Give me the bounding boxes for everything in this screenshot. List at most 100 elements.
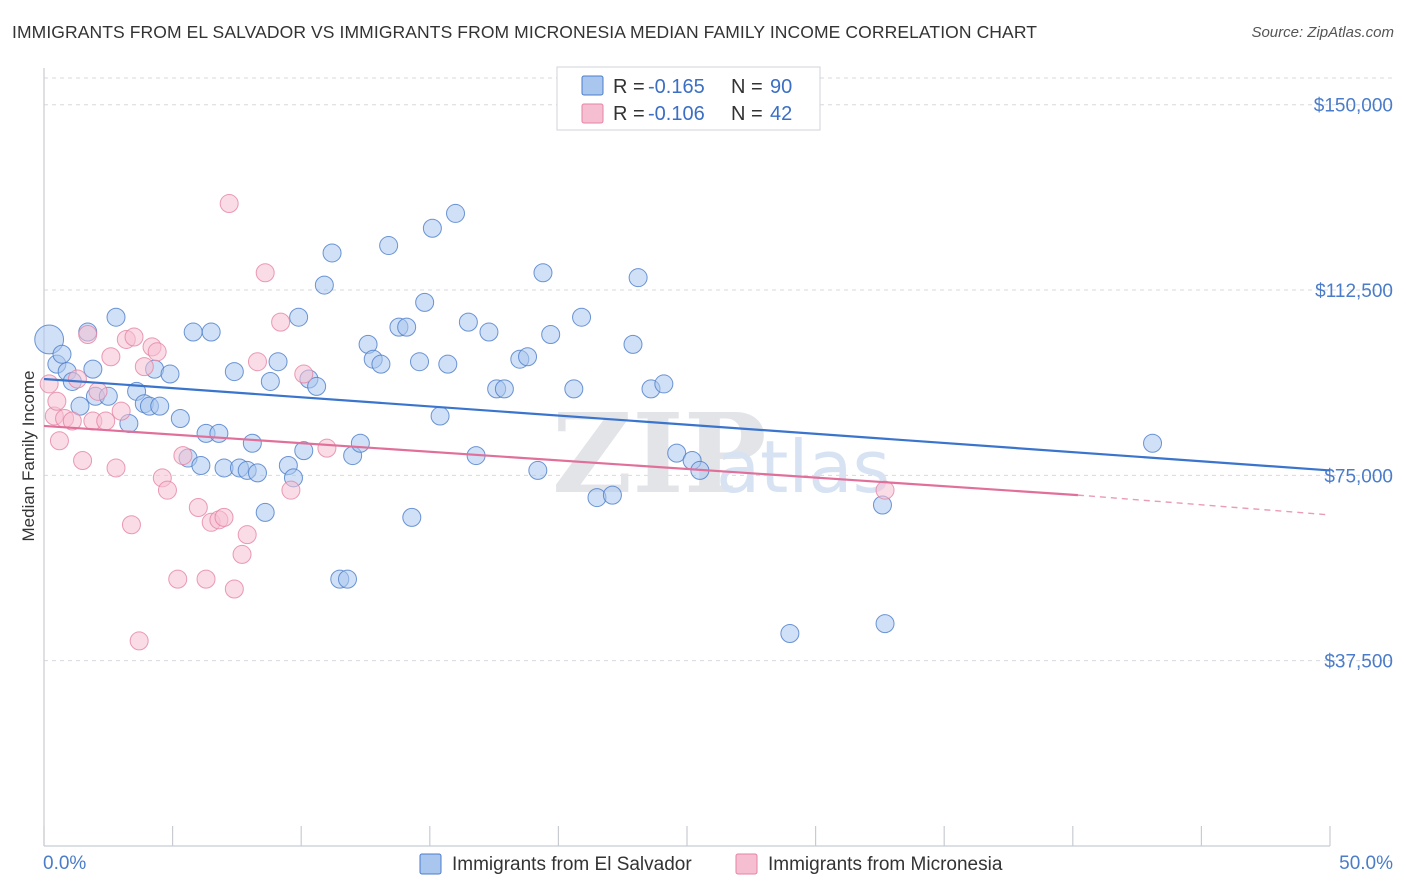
point-el-salvador: [160, 364, 180, 384]
point-el-salvador: [446, 203, 466, 223]
y-tick-label: $112,500: [1315, 281, 1393, 302]
source-credit: Source: ZipAtlas.com: [1251, 24, 1394, 41]
stats-legend-n-label-2: N =: [731, 103, 763, 125]
y-tick-label: $150,000: [1314, 96, 1393, 117]
point-micronesia: [147, 342, 167, 362]
point-micronesia: [47, 391, 67, 411]
point-el-salvador: [260, 371, 280, 391]
point-el-salvador: [307, 376, 327, 396]
point-el-salvador: [289, 307, 309, 327]
stats-legend-r-label: R =: [613, 76, 645, 98]
series-legend-label-micronesia: Immigrants from Micronesia: [768, 854, 1003, 875]
point-micronesia: [224, 579, 244, 599]
series-legend-swatch-el-salvador: [419, 853, 442, 875]
point-el-salvador: [410, 352, 430, 372]
series-micronesia-points: [39, 194, 895, 651]
point-el-salvador: [654, 374, 674, 394]
point-micronesia: [237, 525, 257, 545]
x-tick-label-max: 50.0%: [1339, 853, 1393, 874]
gridlines: [44, 77, 1393, 662]
point-el-salvador: [242, 433, 262, 453]
point-el-salvador: [52, 344, 72, 364]
x-tick-label-min: 0.0%: [43, 853, 86, 874]
point-micronesia: [196, 569, 216, 589]
y-tick-label: $75,000: [1324, 466, 1393, 487]
point-micronesia: [255, 263, 275, 283]
point-micronesia: [67, 369, 87, 389]
stats-legend-r-value-el-salvador: -0.165: [648, 76, 705, 98]
point-micronesia: [271, 312, 291, 332]
trend-line-micronesia: [43, 424, 1079, 497]
point-el-salvador: [150, 396, 170, 416]
y-tick-labels: $37,500 $75,000 $112,500 $150,000: [1314, 96, 1393, 673]
point-micronesia: [317, 438, 337, 458]
point-el-salvador: [224, 362, 244, 382]
point-el-salvador: [623, 334, 643, 354]
point-micronesia: [73, 451, 93, 471]
point-el-salvador: [322, 243, 342, 263]
point-micronesia: [124, 327, 144, 347]
point-el-salvador: [268, 352, 288, 372]
point-el-salvador: [875, 614, 895, 634]
trend-line-el-salvador: [43, 377, 1331, 472]
point-el-salvador: [533, 263, 553, 283]
trend-lines: [43, 377, 1331, 516]
point-el-salvador: [350, 433, 370, 453]
point-el-salvador: [397, 317, 417, 337]
watermark-atlas: atlas: [716, 425, 890, 509]
point-el-salvador: [458, 312, 478, 332]
point-micronesia: [247, 352, 267, 372]
stats-legend-swatch-el-salvador: [581, 75, 604, 96]
point-el-salvador: [314, 275, 334, 295]
chart-title: IMMIGRANTS FROM EL SALVADOR VS IMMIGRANT…: [12, 22, 1038, 42]
point-el-salvador: [780, 623, 800, 643]
point-el-salvador: [83, 359, 103, 379]
stats-legend: R = -0.165 N = 90 R = -0.106 N = 42: [556, 66, 821, 131]
point-el-salvador: [70, 396, 90, 416]
point-micronesia: [121, 515, 141, 535]
point-micronesia: [129, 631, 149, 651]
point-el-salvador: [438, 354, 458, 374]
point-el-salvador: [294, 441, 314, 461]
point-el-salvador: [422, 218, 442, 238]
point-el-salvador: [170, 409, 190, 429]
point-el-salvador: [528, 460, 548, 480]
watermark: ZIP atlas: [552, 389, 890, 518]
point-el-salvador: [541, 325, 561, 345]
point-micronesia: [106, 458, 126, 478]
point-el-salvador: [564, 379, 584, 399]
stats-legend-r-value-micronesia: -0.106: [648, 103, 705, 125]
point-micronesia: [188, 497, 208, 517]
point-el-salvador: [247, 463, 267, 483]
point-micronesia: [78, 325, 98, 345]
point-el-salvador: [628, 268, 648, 288]
y-axis-label: Median Family Income: [19, 370, 38, 541]
stats-legend-r-label-2: R =: [613, 103, 645, 125]
point-micronesia: [111, 401, 131, 421]
stats-legend-n-label: N =: [731, 76, 763, 98]
y-tick-label: $37,500: [1324, 652, 1393, 673]
point-el-salvador: [518, 347, 538, 367]
point-micronesia: [281, 480, 301, 500]
series-legend-swatch-micronesia: [735, 853, 758, 875]
point-micronesia: [168, 569, 188, 589]
point-el-salvador: [183, 322, 203, 342]
point-micronesia: [294, 364, 314, 384]
point-el-salvador: [494, 379, 514, 399]
point-micronesia: [173, 446, 193, 466]
point-micronesia: [96, 411, 116, 431]
point-el-salvador: [201, 322, 221, 342]
point-el-salvador: [255, 502, 275, 522]
series-el-salvador-points: [34, 203, 1163, 643]
point-el-salvador: [572, 307, 592, 327]
stats-legend-n-value-el-salvador: 90: [770, 76, 792, 98]
point-el-salvador: [371, 354, 391, 374]
point-micronesia: [101, 347, 121, 367]
point-el-salvador: [602, 485, 622, 505]
point-el-salvador: [337, 569, 357, 589]
point-el-salvador: [667, 443, 687, 463]
series-legend: Immigrants from El Salvador Immigrants f…: [419, 853, 1003, 875]
stats-legend-swatch-micronesia: [581, 103, 604, 124]
point-el-salvador: [1143, 433, 1163, 453]
